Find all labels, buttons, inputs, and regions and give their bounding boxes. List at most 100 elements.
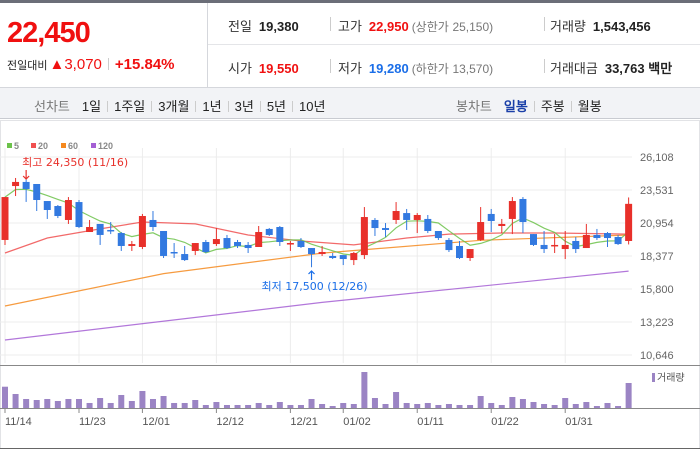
candle <box>329 253 337 260</box>
candle <box>477 207 485 241</box>
tab-weekly[interactable]: 주봉 <box>540 99 565 114</box>
trade-amount: 거래대금 33,763 백만 <box>550 58 672 77</box>
candle <box>519 197 527 234</box>
candle-body <box>33 183 41 201</box>
volume-bar <box>23 398 30 408</box>
legend-swatch-ma120 <box>91 143 96 148</box>
candle <box>255 225 263 247</box>
volume-bar <box>382 404 389 408</box>
candle-body <box>149 219 157 228</box>
candle-body <box>413 214 421 220</box>
candle-body <box>265 228 273 235</box>
legend-label-ma20: 20 <box>38 141 48 151</box>
candle <box>625 197 633 245</box>
candle-body <box>255 232 263 247</box>
candle <box>160 230 168 259</box>
candle-body <box>54 206 62 217</box>
volume-bar <box>445 404 452 408</box>
candle <box>360 207 368 260</box>
candle-body <box>286 243 294 245</box>
candle <box>540 230 548 254</box>
volume-bar <box>97 398 104 408</box>
x-tick-label: 01/22 <box>491 416 519 428</box>
tab-monthly[interactable]: 월봉 <box>577 99 602 114</box>
volume-bar <box>615 406 622 408</box>
candle-body <box>318 251 326 255</box>
volume-bar <box>86 402 93 408</box>
candle <box>96 223 104 245</box>
volume-bar <box>551 405 558 408</box>
candle-body <box>540 244 548 250</box>
volume-bar <box>202 405 209 408</box>
divider <box>107 58 109 70</box>
candle <box>572 237 580 254</box>
high-value: 22,950 <box>368 19 409 34</box>
legend-label-ma60: 60 <box>68 141 78 151</box>
y-tick-label: 26,108 <box>640 152 674 164</box>
candle-body <box>466 249 474 259</box>
ma120-line <box>4 270 629 341</box>
down-arrow-icon <box>22 170 30 180</box>
tab-daily[interactable]: 일봉 <box>503 99 528 114</box>
y-tick-label: 15,800 <box>640 284 674 296</box>
candle <box>33 183 41 212</box>
candle <box>107 222 115 235</box>
volume-bar <box>467 405 474 408</box>
tab-10year[interactable]: 10년 <box>299 99 326 114</box>
volume-bar <box>498 405 505 408</box>
y-tick-label: 13,223 <box>640 317 674 329</box>
candlestick-chart: 26,108 23,531 20,954 18,377 15,800 13,223 10,6… <box>0 120 700 449</box>
volume-bar <box>329 406 336 408</box>
volume-bar <box>604 402 611 408</box>
volume-bar <box>371 398 378 408</box>
volume-bar <box>65 398 72 408</box>
volume-bar <box>350 404 357 408</box>
candle-body <box>519 198 527 223</box>
tab-3year[interactable]: 3년 <box>234 99 254 114</box>
low-price: 저가 19,280 (하한가 13,570) <box>338 58 493 77</box>
candle <box>308 248 316 268</box>
volume-bar <box>54 401 61 408</box>
tab-1week[interactable]: 1주일 <box>114 99 146 114</box>
candle <box>43 201 51 219</box>
candle-body <box>498 223 506 226</box>
candle <box>86 219 94 233</box>
volume-bar <box>107 402 114 408</box>
high-label: 고가 <box>338 19 362 34</box>
amount-unit: 백만 <box>648 61 673 76</box>
prev-close-label: 전일 <box>228 19 252 34</box>
open-price: 시가 19,550 <box>228 58 299 77</box>
tab-3month[interactable]: 3개월 <box>158 99 190 114</box>
candle-body <box>244 244 252 249</box>
candle <box>382 223 390 238</box>
y-tick-label: 23,531 <box>640 185 674 197</box>
candle <box>212 228 220 246</box>
candle-body <box>508 201 516 219</box>
candle-body <box>128 244 136 246</box>
candle <box>297 238 305 249</box>
tab-1day[interactable]: 1일 <box>81 99 102 114</box>
candle <box>265 228 273 236</box>
open-label: 시가 <box>228 61 252 76</box>
volume-bar <box>171 402 178 408</box>
candle <box>276 225 284 246</box>
legend-label-ma5: 5 <box>14 141 19 151</box>
volume-bar <box>2 386 8 408</box>
candle-body <box>434 230 442 239</box>
volume-bar <box>509 397 516 408</box>
candle-body <box>223 238 231 249</box>
candle <box>75 200 83 229</box>
candle <box>339 255 347 266</box>
tab-1year[interactable]: 1년 <box>202 99 222 114</box>
candle <box>413 213 421 234</box>
candle <box>202 239 210 254</box>
trade-volume: 거래량 1,543,456 <box>550 16 651 35</box>
candle <box>551 234 559 254</box>
candle-body <box>160 230 168 256</box>
candle-chart-title: 봉차트 <box>456 99 492 114</box>
tab-5year[interactable]: 5년 <box>266 99 287 114</box>
candle-body <box>138 216 146 247</box>
volume-bar <box>393 392 400 408</box>
upper-limit-label: (상한가 <box>411 20 449 34</box>
candle <box>149 211 157 231</box>
